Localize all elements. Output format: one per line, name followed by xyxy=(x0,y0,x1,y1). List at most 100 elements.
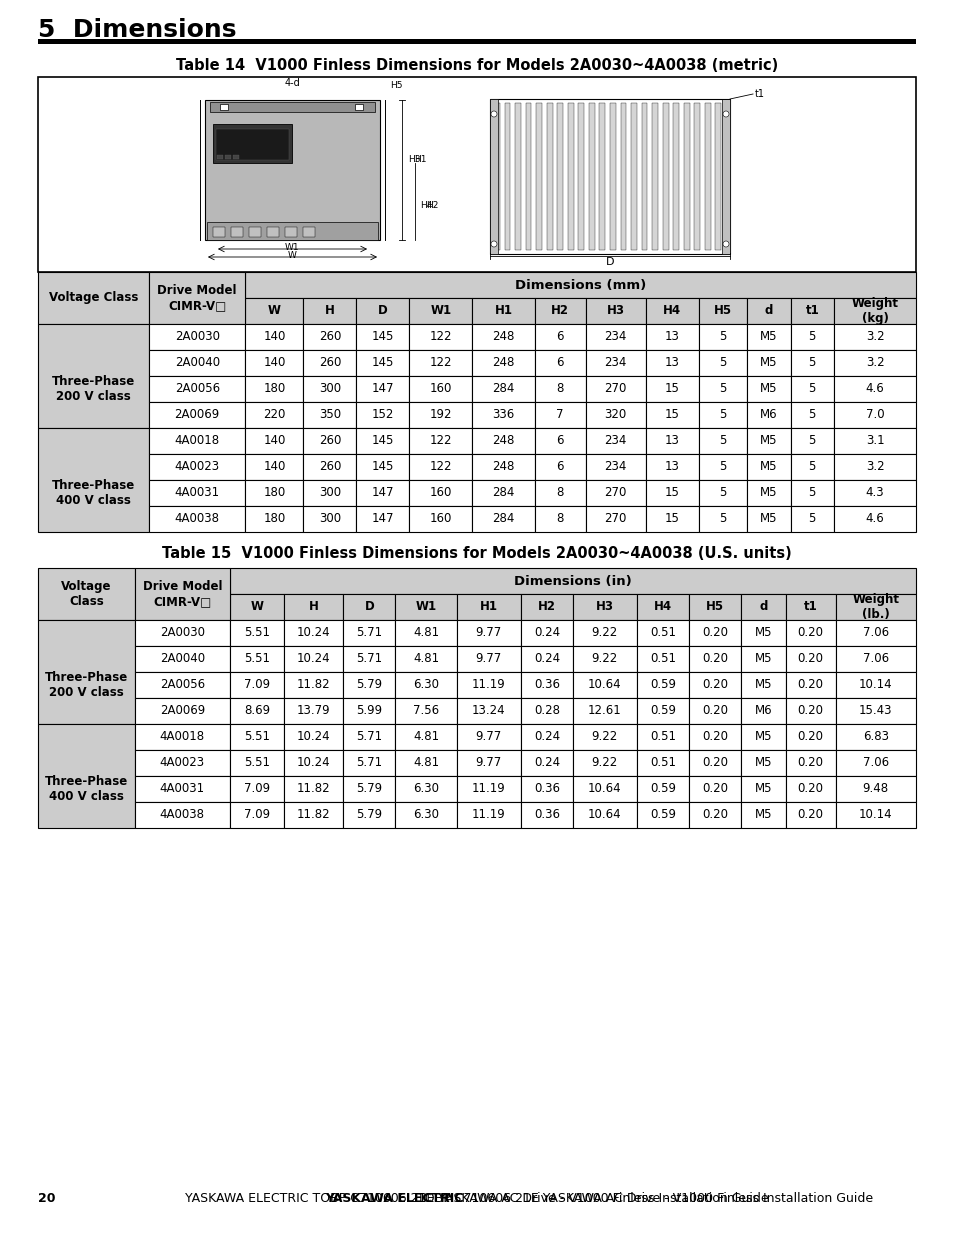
Bar xyxy=(535,376,585,402)
Bar xyxy=(38,324,149,428)
Text: 0.36: 0.36 xyxy=(534,782,559,796)
Text: 7.06: 7.06 xyxy=(862,756,888,770)
Text: Table 15  V1000 Finless Dimensions for Models 2A0030~4A0038 (U.S. units): Table 15 V1000 Finless Dimensions for Mo… xyxy=(162,547,791,562)
Text: 6.30: 6.30 xyxy=(413,808,438,821)
Text: 4.3: 4.3 xyxy=(864,486,883,500)
Bar xyxy=(835,802,915,828)
Text: 0.24: 0.24 xyxy=(533,652,559,666)
Text: 5.51: 5.51 xyxy=(244,626,270,640)
Bar xyxy=(409,298,472,324)
Bar xyxy=(715,103,720,250)
Bar xyxy=(688,724,740,750)
Bar xyxy=(230,568,915,594)
Bar xyxy=(343,750,395,776)
Text: 260: 260 xyxy=(318,331,340,343)
Bar xyxy=(619,103,626,250)
Bar xyxy=(790,324,833,350)
Text: M5: M5 xyxy=(760,357,777,370)
Text: 6.83: 6.83 xyxy=(862,730,888,744)
Text: 0.51: 0.51 xyxy=(649,730,675,744)
Text: 2A0030: 2A0030 xyxy=(160,626,205,640)
Text: 5: 5 xyxy=(808,486,815,500)
Bar xyxy=(785,698,835,724)
Text: 0.24: 0.24 xyxy=(533,730,559,744)
Bar xyxy=(645,506,699,532)
Text: 0.59: 0.59 xyxy=(649,782,675,796)
Bar xyxy=(284,724,343,750)
Bar xyxy=(520,646,572,672)
Bar xyxy=(636,724,688,750)
Text: YASKAWA ELECTRIC TOBP C710606 21E YASKAWA AC Drive - V1000 Finless Installation : YASKAWA ELECTRIC TOBP C710606 21E YASKAW… xyxy=(185,1192,768,1204)
Bar xyxy=(395,672,456,698)
Text: Three-Phase
200 V class: Three-Phase 200 V class xyxy=(45,671,128,699)
Text: 5: 5 xyxy=(719,331,726,343)
Bar xyxy=(746,480,790,506)
Text: W1: W1 xyxy=(430,305,451,317)
Text: H1: H1 xyxy=(414,155,426,165)
Text: 4A0031: 4A0031 xyxy=(174,486,219,500)
Bar xyxy=(343,594,395,620)
Text: 15: 15 xyxy=(664,408,679,422)
Bar xyxy=(303,506,356,532)
Text: 9.22: 9.22 xyxy=(591,652,618,666)
Bar xyxy=(704,103,710,250)
Bar xyxy=(746,350,790,376)
Bar xyxy=(356,480,409,506)
Bar xyxy=(409,402,472,428)
Bar xyxy=(343,620,395,646)
Bar xyxy=(645,402,699,428)
Text: 7.06: 7.06 xyxy=(862,652,888,666)
Text: H4: H4 xyxy=(662,305,680,317)
Bar xyxy=(636,750,688,776)
Text: 2A0056: 2A0056 xyxy=(174,382,219,396)
Bar xyxy=(746,376,790,402)
Text: 11.19: 11.19 xyxy=(472,808,505,821)
Bar xyxy=(472,480,535,506)
Bar xyxy=(343,802,395,828)
Text: 9.22: 9.22 xyxy=(591,756,618,770)
Circle shape xyxy=(491,241,497,247)
Text: 4.81: 4.81 xyxy=(413,652,438,666)
Text: 15: 15 xyxy=(664,512,679,526)
Circle shape xyxy=(491,112,497,117)
Bar xyxy=(343,776,395,802)
Bar xyxy=(585,350,645,376)
Text: M5: M5 xyxy=(754,626,771,640)
Text: 10.64: 10.64 xyxy=(587,782,621,796)
Bar xyxy=(535,402,585,428)
Text: 4.6: 4.6 xyxy=(864,512,883,526)
Bar xyxy=(572,672,636,698)
Bar xyxy=(230,750,284,776)
Bar xyxy=(636,672,688,698)
Bar xyxy=(207,222,377,241)
Text: H2: H2 xyxy=(551,305,569,317)
Text: 10.24: 10.24 xyxy=(296,652,330,666)
Text: H2: H2 xyxy=(537,600,556,614)
Text: 15: 15 xyxy=(664,486,679,500)
Text: 0.20: 0.20 xyxy=(797,808,822,821)
Text: 4A0018: 4A0018 xyxy=(160,730,205,744)
Bar xyxy=(699,324,746,350)
Bar xyxy=(740,620,785,646)
Text: 7.09: 7.09 xyxy=(244,678,270,692)
Bar xyxy=(285,227,296,237)
Text: 5  Dimensions: 5 Dimensions xyxy=(38,19,236,42)
Text: Dimensions (in): Dimensions (in) xyxy=(514,574,631,588)
Bar xyxy=(699,298,746,324)
Bar xyxy=(790,480,833,506)
Text: 5.71: 5.71 xyxy=(355,730,382,744)
Bar xyxy=(395,776,456,802)
Bar xyxy=(688,646,740,672)
Bar xyxy=(699,428,746,454)
Bar xyxy=(572,724,636,750)
Text: Voltage Class: Voltage Class xyxy=(49,291,138,305)
Bar xyxy=(835,594,915,620)
Bar xyxy=(520,620,572,646)
Bar xyxy=(149,480,245,506)
Text: t1: t1 xyxy=(804,305,819,317)
Text: 0.20: 0.20 xyxy=(701,652,727,666)
Text: 15.43: 15.43 xyxy=(858,704,892,718)
Bar xyxy=(249,227,261,237)
Bar xyxy=(472,324,535,350)
Bar xyxy=(785,724,835,750)
